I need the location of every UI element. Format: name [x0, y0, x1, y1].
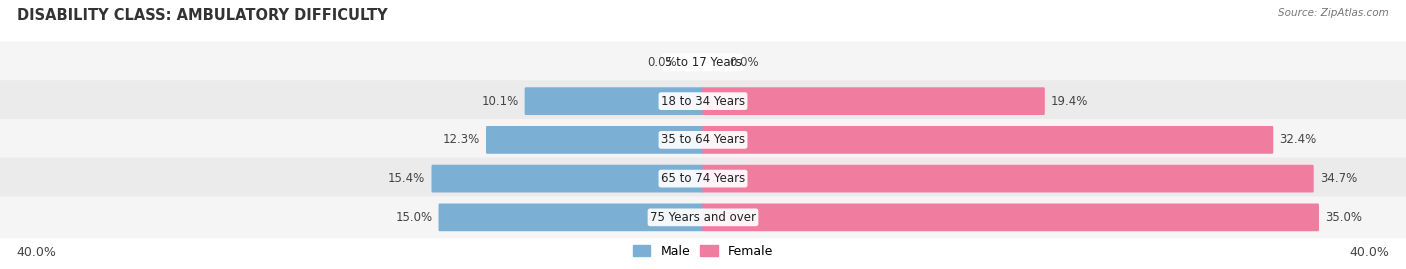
- Text: 32.4%: 32.4%: [1279, 133, 1316, 146]
- Text: 0.0%: 0.0%: [730, 56, 759, 69]
- FancyBboxPatch shape: [432, 165, 704, 193]
- FancyBboxPatch shape: [439, 203, 704, 231]
- FancyBboxPatch shape: [702, 87, 1045, 115]
- FancyBboxPatch shape: [702, 203, 1319, 231]
- Text: 15.0%: 15.0%: [395, 211, 433, 224]
- FancyBboxPatch shape: [0, 41, 1406, 83]
- Text: 35.0%: 35.0%: [1324, 211, 1362, 224]
- Text: 10.1%: 10.1%: [481, 95, 519, 108]
- FancyBboxPatch shape: [0, 80, 1406, 122]
- Text: 35 to 64 Years: 35 to 64 Years: [661, 133, 745, 146]
- Text: 40.0%: 40.0%: [1350, 246, 1389, 259]
- Text: 65 to 74 Years: 65 to 74 Years: [661, 172, 745, 185]
- Text: 12.3%: 12.3%: [443, 133, 479, 146]
- Text: 19.4%: 19.4%: [1050, 95, 1088, 108]
- FancyBboxPatch shape: [524, 87, 704, 115]
- Text: 15.4%: 15.4%: [388, 172, 425, 185]
- Text: 5 to 17 Years: 5 to 17 Years: [665, 56, 741, 69]
- Text: Source: ZipAtlas.com: Source: ZipAtlas.com: [1278, 8, 1389, 18]
- Text: 75 Years and over: 75 Years and over: [650, 211, 756, 224]
- Text: 40.0%: 40.0%: [17, 246, 56, 259]
- FancyBboxPatch shape: [0, 119, 1406, 161]
- FancyBboxPatch shape: [0, 196, 1406, 238]
- Text: DISABILITY CLASS: AMBULATORY DIFFICULTY: DISABILITY CLASS: AMBULATORY DIFFICULTY: [17, 8, 388, 23]
- Legend: Male, Female: Male, Female: [628, 240, 778, 263]
- FancyBboxPatch shape: [702, 126, 1274, 154]
- FancyBboxPatch shape: [702, 165, 1313, 193]
- Text: 18 to 34 Years: 18 to 34 Years: [661, 95, 745, 108]
- FancyBboxPatch shape: [486, 126, 704, 154]
- Text: 34.7%: 34.7%: [1320, 172, 1357, 185]
- Text: 0.0%: 0.0%: [647, 56, 676, 69]
- FancyBboxPatch shape: [0, 158, 1406, 200]
